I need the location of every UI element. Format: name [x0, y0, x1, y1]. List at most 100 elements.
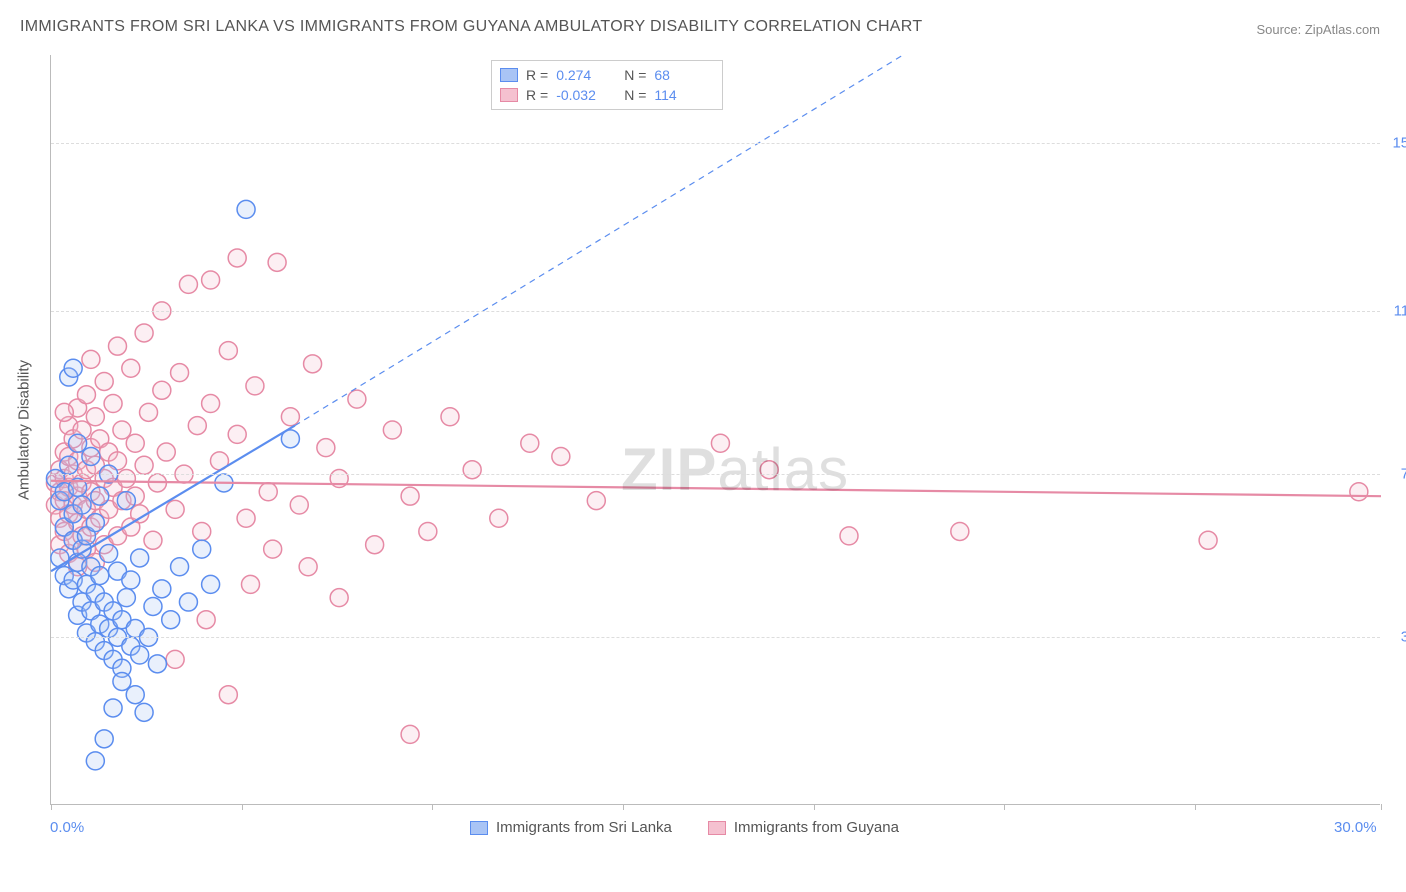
- legend-r-value: 0.274: [556, 67, 616, 83]
- scatter-point: [166, 650, 184, 668]
- scatter-point: [82, 350, 100, 368]
- scatter-point: [202, 395, 220, 413]
- source-attribution: Source: ZipAtlas.com: [1256, 22, 1380, 37]
- y-tick-label: 15.0%: [1392, 135, 1406, 152]
- scatter-point: [117, 470, 135, 488]
- scatter-point: [126, 686, 144, 704]
- x-tick: [814, 804, 815, 810]
- x-tick: [1195, 804, 1196, 810]
- scatter-point: [1199, 531, 1217, 549]
- scatter-point: [153, 580, 171, 598]
- gridline: [51, 143, 1380, 144]
- scatter-point: [264, 540, 282, 558]
- scatter-point: [587, 492, 605, 510]
- x-tick: [623, 804, 624, 810]
- scatter-point: [77, 386, 95, 404]
- legend-series: Immigrants from Sri Lanka Immigrants from…: [470, 819, 899, 836]
- legend-row: R = 0.274 N = 68: [500, 65, 714, 85]
- gridline: [51, 311, 1380, 312]
- scatter-point: [228, 425, 246, 443]
- scatter-point: [202, 271, 220, 289]
- scatter-point: [131, 646, 149, 664]
- scatter-point: [109, 337, 127, 355]
- chart-svg: [51, 55, 1380, 804]
- scatter-point: [135, 324, 153, 342]
- legend-r-label: R =: [526, 67, 548, 83]
- scatter-point: [135, 703, 153, 721]
- y-tick-label: 7.5%: [1401, 466, 1406, 483]
- scatter-point: [193, 522, 211, 540]
- scatter-point: [104, 699, 122, 717]
- scatter-point: [441, 408, 459, 426]
- scatter-point: [171, 558, 189, 576]
- scatter-point: [171, 364, 189, 382]
- scatter-point: [202, 575, 220, 593]
- y-tick-label: 11.2%: [1394, 302, 1406, 319]
- scatter-point: [401, 725, 419, 743]
- legend-swatch: [500, 68, 518, 82]
- legend-r-label: R =: [526, 87, 548, 103]
- scatter-point: [463, 461, 481, 479]
- legend-item: Immigrants from Sri Lanka: [470, 819, 672, 836]
- scatter-point: [281, 408, 299, 426]
- y-tick-label: 3.8%: [1401, 629, 1406, 646]
- gridline: [51, 637, 1380, 638]
- legend-series-name: Immigrants from Guyana: [734, 819, 899, 836]
- legend-series-name: Immigrants from Sri Lanka: [496, 819, 672, 836]
- y-axis-title: Ambulatory Disability: [16, 360, 33, 500]
- scatter-point: [246, 377, 264, 395]
- scatter-point: [259, 483, 277, 501]
- scatter-point: [237, 509, 255, 527]
- scatter-point: [157, 443, 175, 461]
- scatter-point: [51, 549, 69, 567]
- scatter-point: [95, 730, 113, 748]
- x-axis-max-label: 30.0%: [1334, 819, 1377, 836]
- scatter-point: [219, 686, 237, 704]
- scatter-point: [148, 655, 166, 673]
- scatter-point: [122, 359, 140, 377]
- legend-n-value: 114: [654, 87, 714, 103]
- scatter-point: [131, 549, 149, 567]
- scatter-point: [299, 558, 317, 576]
- x-axis-min-label: 0.0%: [50, 819, 84, 836]
- legend-r-value: -0.032: [556, 87, 616, 103]
- scatter-point: [401, 487, 419, 505]
- scatter-point: [219, 342, 237, 360]
- scatter-point: [60, 456, 78, 474]
- scatter-point: [951, 522, 969, 540]
- scatter-point: [237, 200, 255, 218]
- legend-n-value: 68: [654, 67, 714, 83]
- scatter-point: [290, 496, 308, 514]
- trend-line-srilanka-ext: [295, 55, 903, 426]
- scatter-point: [126, 434, 144, 452]
- scatter-point: [162, 611, 180, 629]
- scatter-point: [711, 434, 729, 452]
- x-tick: [432, 804, 433, 810]
- legend-swatch: [470, 821, 488, 835]
- scatter-point: [69, 434, 87, 452]
- scatter-point: [840, 527, 858, 545]
- scatter-point: [91, 487, 109, 505]
- scatter-point: [122, 571, 140, 589]
- plot-area: ZIPatlas R =0.274N =68R =-0.032N =114 3.…: [50, 55, 1380, 805]
- scatter-point: [490, 509, 508, 527]
- legend-n-label: N =: [624, 67, 646, 83]
- scatter-point: [140, 403, 158, 421]
- scatter-point: [86, 752, 104, 770]
- scatter-point: [86, 408, 104, 426]
- scatter-point: [86, 514, 104, 532]
- scatter-point: [1350, 483, 1368, 501]
- scatter-point: [104, 395, 122, 413]
- x-tick: [1381, 804, 1382, 810]
- x-tick: [51, 804, 52, 810]
- scatter-point: [317, 439, 335, 457]
- scatter-point: [188, 417, 206, 435]
- scatter-point: [228, 249, 246, 267]
- trend-line-guyana: [51, 481, 1381, 496]
- scatter-point: [144, 597, 162, 615]
- scatter-point: [521, 434, 539, 452]
- scatter-point: [55, 403, 73, 421]
- scatter-point: [117, 492, 135, 510]
- legend-swatch: [500, 88, 518, 102]
- scatter-point: [91, 567, 109, 585]
